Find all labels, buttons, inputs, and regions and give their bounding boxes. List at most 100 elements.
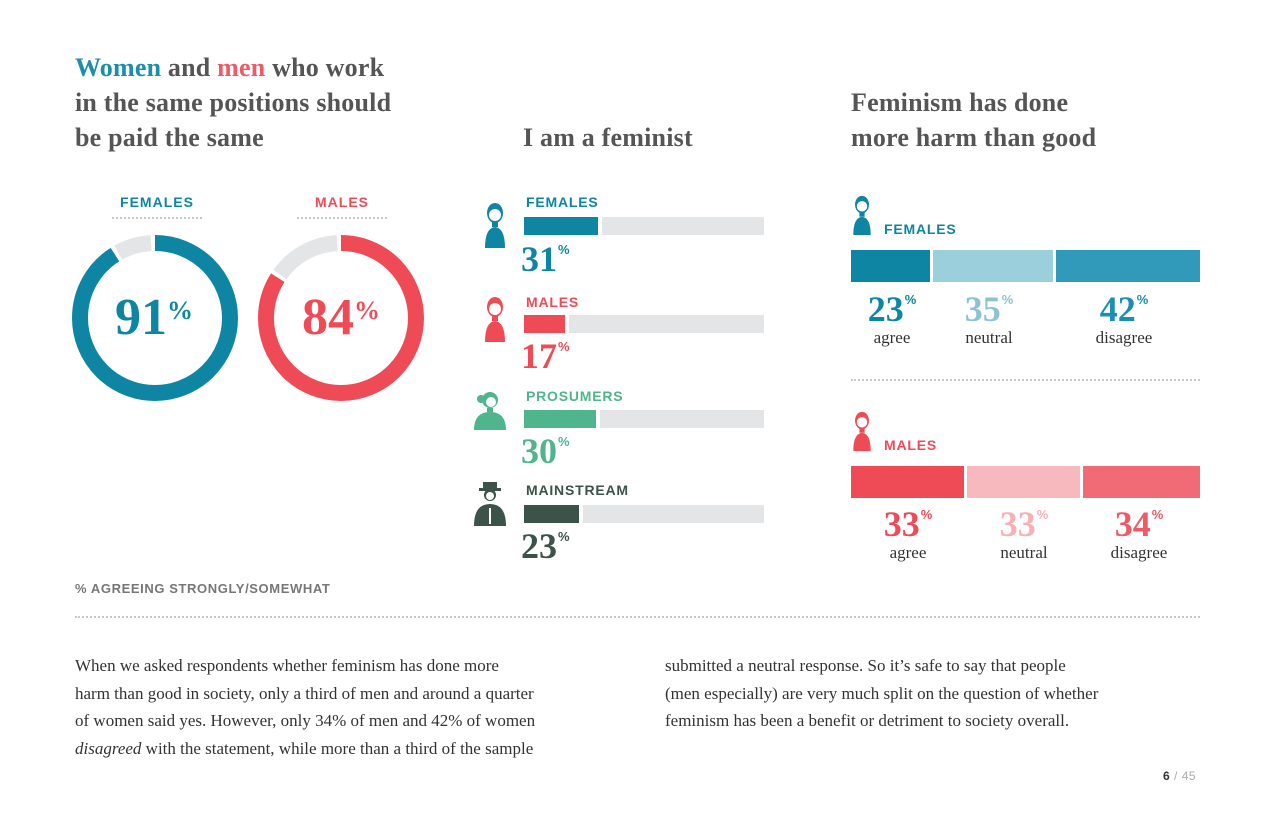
donut-female-caption: FEMALES xyxy=(120,194,194,210)
harm-male-disagree-value: 34% xyxy=(1099,503,1179,545)
harm-male-icon xyxy=(853,411,871,451)
panel3-title-line2: more harm than good xyxy=(851,123,1097,152)
donut-female-value: 91% xyxy=(94,288,214,347)
feminist-bar-track-prosumers xyxy=(600,410,764,428)
footer-divider xyxy=(75,616,1200,618)
feminist-bar-track-males xyxy=(569,315,764,333)
harm-divider xyxy=(851,379,1200,381)
harm-male-agree-label: agree xyxy=(889,543,927,562)
body-text-left: When we asked respondents whether femini… xyxy=(75,652,635,762)
title-and: and xyxy=(161,53,218,82)
feminist-bar-mainstream xyxy=(524,505,579,523)
harm-female-neutral-unit: % xyxy=(1001,292,1014,307)
donut-female-number: 91 xyxy=(115,289,167,346)
harm-female-disagree-number: 42 xyxy=(1099,289,1136,329)
harm-female-disagree-unit: % xyxy=(1136,292,1149,307)
harm-male-disagree-unit: % xyxy=(1151,507,1164,522)
title-line3: be paid the same xyxy=(75,123,264,152)
harm-female-label: FEMALES xyxy=(884,221,957,237)
prosumer-icon xyxy=(474,392,506,430)
body-right-line1: submitted a neutral response. So it’s sa… xyxy=(665,656,1066,675)
panel3-title: Feminism has done more harm than good xyxy=(851,85,1096,155)
feminist-male-value: 17% xyxy=(521,335,570,377)
title-line2: in the same positions should xyxy=(75,88,392,117)
page-number: 6 / 45 xyxy=(1163,769,1196,783)
feminist-prosumer-value: 30% xyxy=(521,430,570,472)
body-left-line1: When we asked respondents whether femini… xyxy=(75,656,499,675)
body-left-line4: disagreed with the statement, while more… xyxy=(75,735,635,763)
donut-female-unit: % xyxy=(167,296,193,325)
panel3-title-line1: Feminism has done xyxy=(851,88,1069,117)
feminist-mainstream-value: 23% xyxy=(521,525,570,567)
donut-male-dots xyxy=(297,217,387,219)
feminist-mainstream-number: 23 xyxy=(521,526,557,566)
harm-male-label: MALES xyxy=(884,437,937,453)
harm-female-neutral-label: neutral xyxy=(965,328,1013,347)
page-current: 6 xyxy=(1163,769,1171,783)
feminist-male-label: MALES xyxy=(526,294,579,310)
donut-track-1 xyxy=(258,235,424,401)
harm-seg-females-agree xyxy=(851,250,930,282)
feminist-bar-males xyxy=(524,315,565,333)
harm-male-neutral-label: neutral xyxy=(1000,543,1048,562)
body-right-line3: feminism has been a benefit or detriment… xyxy=(665,711,1070,730)
title-rest: who work xyxy=(265,53,385,82)
harm-male-disagree-number: 34 xyxy=(1114,504,1151,544)
feminist-male-unit: % xyxy=(558,339,570,354)
feminist-prosumer-unit: % xyxy=(558,434,570,449)
feminist-mainstream-unit: % xyxy=(558,529,570,544)
harm-male-disagree-label: disagree xyxy=(1110,543,1168,562)
harm-male-neutral-number: 33 xyxy=(999,504,1036,544)
male-icon xyxy=(485,297,505,342)
harm-male-agree-value: 33% xyxy=(868,503,948,545)
harm-seg-males-neutral xyxy=(967,466,1081,498)
harm-seg-females-neutral xyxy=(932,250,1053,282)
feminist-prosumer-label: PROSUMERS xyxy=(526,388,624,404)
harm-female-neutral-number: 35 xyxy=(964,289,1001,329)
panel1-title: Women and men who work in the same posit… xyxy=(75,50,435,155)
feminist-bar-females xyxy=(524,217,598,235)
feminist-female-label: FEMALES xyxy=(526,194,599,210)
donut-charts xyxy=(72,235,424,401)
donut-arc-males xyxy=(258,235,424,401)
harm-seg-females-disagree xyxy=(1055,250,1200,282)
feminist-bar-track-females xyxy=(602,217,764,235)
donut-arc-females xyxy=(72,235,238,401)
donut-male-number: 84 xyxy=(302,289,354,346)
harm-female-icon xyxy=(853,195,871,235)
mainstream-icon xyxy=(474,482,506,526)
feminist-bar-track-mainstream xyxy=(583,505,764,523)
donut-male-caption: MALES xyxy=(315,194,369,210)
title-men: men xyxy=(217,53,266,82)
body-text-right: submitted a neutral response. So it’s sa… xyxy=(665,652,1205,735)
feminist-female-unit: % xyxy=(558,242,570,257)
donut-male-unit: % xyxy=(354,296,380,325)
title-women: Women xyxy=(75,53,162,82)
harm-female-disagree-value: 42% xyxy=(1084,288,1164,330)
donut-female-dots xyxy=(112,217,202,219)
harm-female-agree-number: 23 xyxy=(867,289,904,329)
feminist-female-number: 31 xyxy=(521,239,557,279)
footer-note: % AGREEING STRONGLY/SOMEWHAT xyxy=(75,581,331,596)
harm-female-disagree-label: disagree xyxy=(1095,328,1153,347)
body-left-emphasis: disagreed xyxy=(75,738,142,758)
harm-seg-males-agree xyxy=(851,466,965,498)
feminist-bar-prosumers xyxy=(524,410,596,428)
body-left-line4-rest: with the statement, while more than a th… xyxy=(141,738,534,758)
feminist-prosumer-number: 30 xyxy=(521,431,557,471)
body-left-line3: of women said yes. However, only 34% of … xyxy=(75,711,536,730)
donut-male-value: 84% xyxy=(281,288,401,347)
body-right-line2: (men especially) are very much split on … xyxy=(665,683,1099,703)
harm-male-agree-unit: % xyxy=(920,507,933,522)
harm-male-agree-number: 33 xyxy=(883,504,920,544)
harm-female-agree-label: agree xyxy=(873,328,911,347)
feminist-male-number: 17 xyxy=(521,336,557,376)
page-total: / 45 xyxy=(1170,769,1197,783)
harm-seg-males-disagree xyxy=(1083,466,1200,498)
donut-track-0 xyxy=(72,235,238,401)
feminist-mainstream-label: MAINSTREAM xyxy=(526,482,629,498)
harm-female-agree-value: 23% xyxy=(852,288,932,330)
harm-female-agree-unit: % xyxy=(904,292,917,307)
female-icon xyxy=(485,203,505,248)
panel2-title: I am a feminist xyxy=(523,123,693,152)
